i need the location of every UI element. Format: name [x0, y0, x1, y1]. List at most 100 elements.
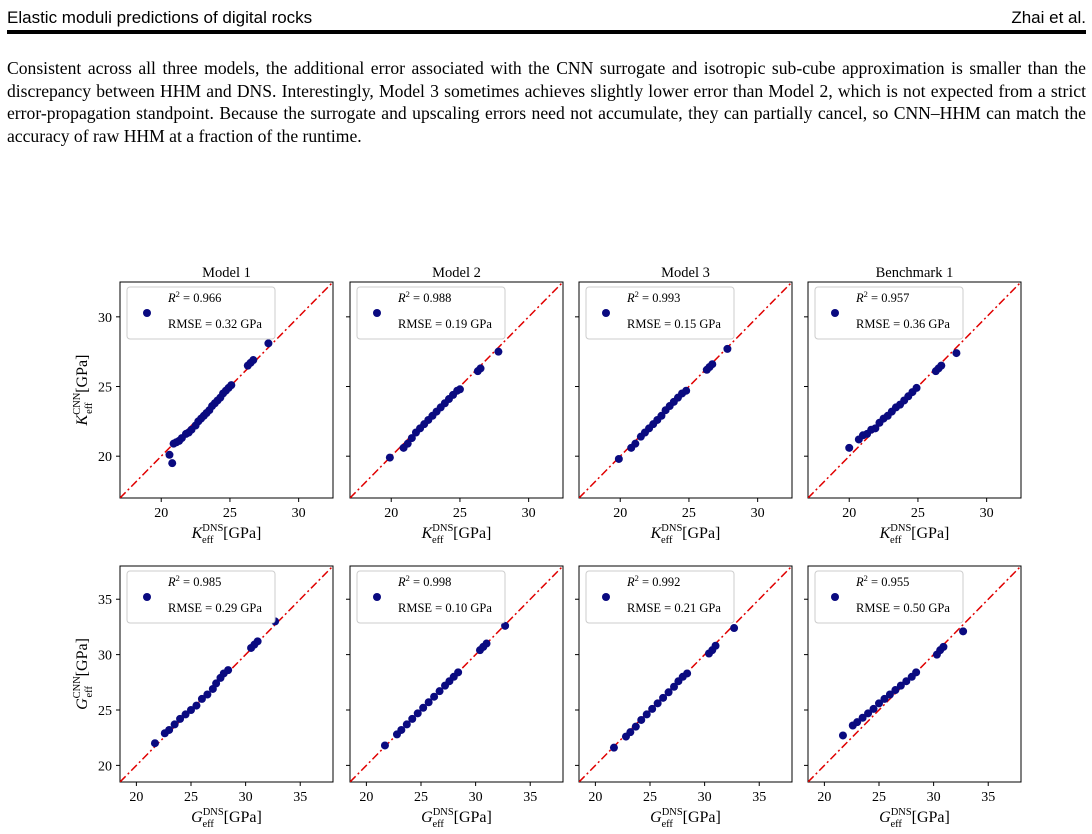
legend: R2 = 0.988 RMSE = 0.19 GPa — [356, 286, 506, 340]
data-points — [614, 344, 732, 463]
y-tick-label: 20 — [98, 759, 112, 774]
data-points — [609, 624, 739, 752]
legend-r2: R2 = 0.988 — [397, 289, 451, 305]
legend-rmse: RMSE = 0.19 GPa — [398, 317, 492, 331]
data-point — [858, 713, 867, 722]
x-tick-label: 25 — [453, 506, 467, 521]
x-tick-label: 35 — [752, 790, 766, 805]
y-axis-label: GCNNeff[GPa] — [72, 638, 95, 710]
legend-marker — [831, 593, 839, 601]
data-point — [407, 434, 416, 443]
data-point — [402, 720, 411, 729]
x-tick-label: 25 — [872, 790, 886, 805]
x-axis-label: GDNS eff [GPa] — [191, 807, 262, 830]
legend-r2: R2 = 0.992 — [626, 573, 680, 589]
data-point — [170, 720, 179, 729]
running-header: Elastic moduli predictions of digital ro… — [7, 6, 1086, 30]
x-tick-label: 20 — [588, 790, 602, 805]
data-point — [853, 718, 862, 727]
legend-box — [814, 570, 964, 624]
data-point — [380, 741, 389, 750]
scatter-panel-8: 20 25 30 35 R2 = 0.955 RMSE = 0.50 GPa GDNS eff… — [804, 565, 1022, 830]
legend-rmse: RMSE = 0.50 GPa — [856, 601, 950, 615]
data-point — [413, 709, 422, 718]
data-point — [192, 701, 201, 710]
data-point — [637, 715, 646, 724]
legend-box — [585, 570, 735, 624]
legend-box — [126, 570, 276, 624]
data-point — [683, 669, 692, 678]
y-tick-label: 30 — [98, 649, 112, 664]
legend: R2 = 0.966 RMSE = 0.32 GPa — [126, 286, 276, 340]
x-tick-label: 35 — [523, 790, 537, 805]
legend-r2: R2 = 0.993 — [626, 289, 680, 305]
y-tick-label: 20 — [98, 450, 112, 465]
x-tick-label: 25 — [911, 506, 925, 521]
legend-rmse: RMSE = 0.15 GPa — [627, 317, 721, 331]
data-point — [165, 450, 174, 459]
data-point — [430, 692, 439, 701]
x-tick-label: 25 — [414, 790, 428, 805]
y-tick-label: 30 — [98, 311, 112, 326]
data-point — [891, 686, 900, 695]
x-axis-label: GDNS eff [GPa] — [421, 807, 492, 830]
legend-r2: R2 = 0.957 — [855, 289, 909, 305]
x-tick-label: 30 — [698, 790, 712, 805]
legend-r2: R2 = 0.955 — [855, 573, 909, 589]
data-point — [937, 361, 946, 370]
x-axis-label: GDNS eff [GPa] — [879, 807, 950, 830]
data-point — [197, 694, 206, 703]
legend-r2: R2 = 0.985 — [167, 573, 221, 589]
legend-marker — [602, 309, 610, 317]
data-point — [614, 454, 623, 463]
data-point — [939, 642, 948, 651]
legend-marker — [373, 593, 381, 601]
x-axis-label: KDNS eff [GPa] — [421, 523, 492, 546]
x-tick-label: 20 — [129, 790, 143, 805]
data-point — [264, 339, 273, 348]
data-points — [165, 339, 273, 468]
data-point — [952, 349, 961, 358]
data-point — [424, 698, 433, 707]
panel-title: Model 3 — [661, 265, 710, 281]
y-axis-label: KCNNeff[GPa] — [72, 355, 95, 427]
legend-box — [126, 286, 276, 340]
data-points — [380, 621, 510, 750]
data-point — [871, 424, 880, 433]
x-axis-label: KDNS eff [GPa] — [191, 523, 262, 546]
x-tick-label: 35 — [293, 790, 307, 805]
legend-r2: R2 = 0.998 — [397, 573, 451, 589]
legend-box — [585, 286, 735, 340]
x-tick-label: 25 — [682, 506, 696, 521]
legend-box — [356, 286, 506, 340]
x-tick-label: 30 — [522, 506, 536, 521]
data-point — [203, 690, 212, 699]
data-point — [609, 743, 618, 752]
legend-rmse: RMSE = 0.10 GPa — [398, 601, 492, 615]
data-point — [730, 624, 739, 633]
data-point — [682, 386, 691, 395]
data-point — [642, 710, 651, 719]
data-point — [454, 668, 463, 677]
scatter-panel-5: 20 25 30 35 20 25 30 35 R2 = 0.985 RMSE = 0.29 GP… — [72, 565, 334, 830]
scatter-panel-6: 20 25 30 35 R2 = 0.998 RMSE = 0.10 GPa GDNS eff… — [346, 565, 564, 830]
data-points — [838, 627, 968, 740]
data-point — [657, 411, 666, 420]
x-tick-label: 20 — [384, 506, 398, 521]
scatter-figure: 20 25 30 20 25 30 Model 1 R2 = 0.966 RMSE = 0.32… — [72, 265, 1022, 830]
legend-marker — [373, 309, 381, 317]
legend-rmse: RMSE = 0.32 GPa — [168, 317, 262, 331]
data-point — [880, 694, 889, 703]
data-point — [455, 385, 464, 394]
data-point — [664, 688, 673, 697]
data-point — [165, 725, 174, 734]
data-point — [653, 699, 662, 708]
legend: R2 = 0.957 RMSE = 0.36 GPa — [814, 286, 964, 340]
data-points — [385, 347, 503, 462]
data-point — [482, 639, 491, 648]
scatter-panel-2: 20 25 30 Model 2 R2 = 0.988 RMSE = 0.19 GPa KD… — [346, 265, 564, 546]
legend-box — [356, 570, 506, 624]
data-point — [845, 443, 854, 452]
data-points — [845, 349, 961, 452]
data-point — [626, 728, 635, 737]
